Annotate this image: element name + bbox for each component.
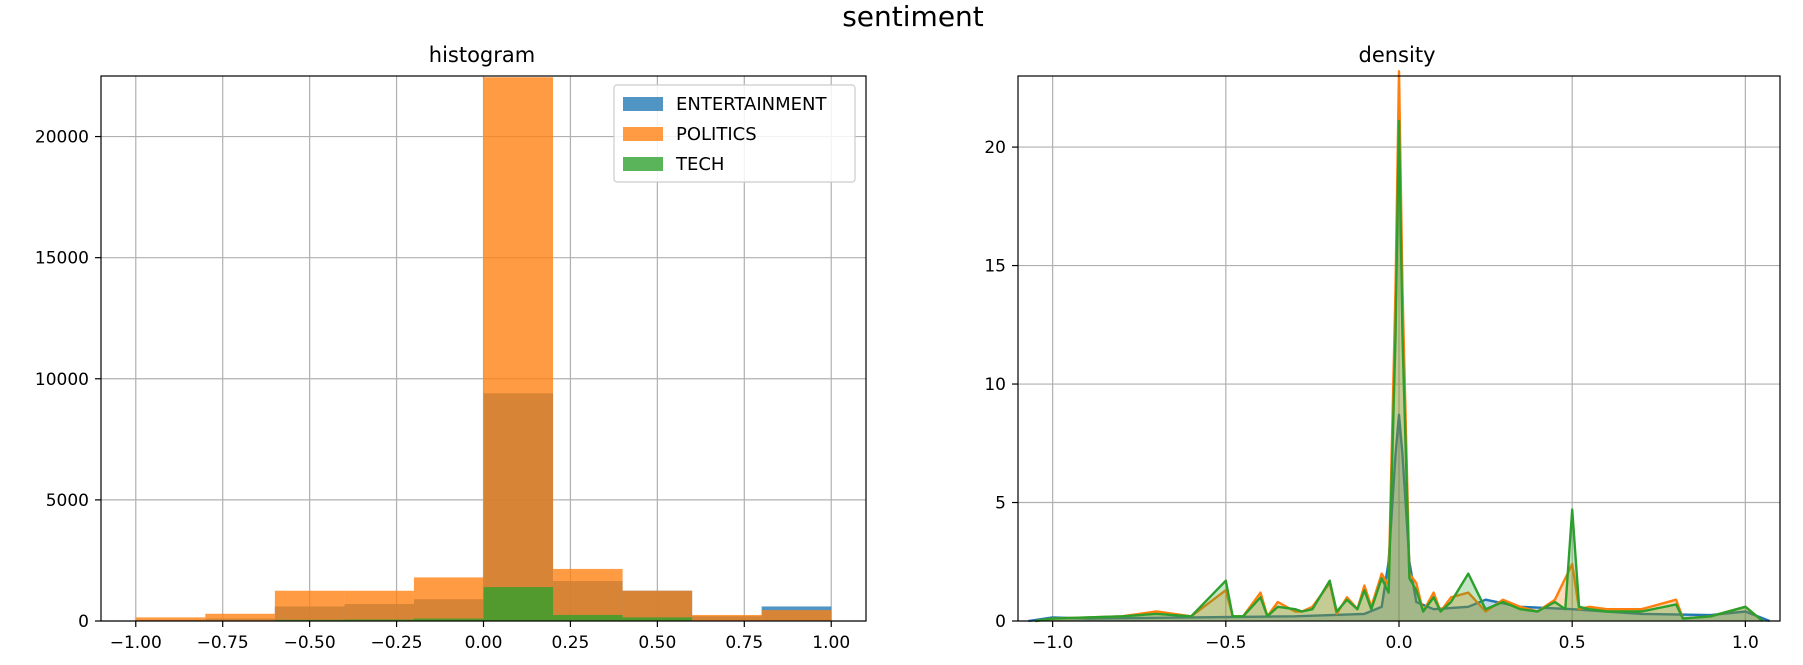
histogram-bar-tech <box>274 619 345 621</box>
histogram-y-tick-label: 15000 <box>35 249 89 269</box>
histogram-x-tick-label: −0.75 <box>197 633 249 653</box>
histogram-x-tick-label: 1.00 <box>812 633 850 653</box>
histogram-ticks: −1.00 −0.75 −0.50 −0.25 0.00 0.25 0.50 0.75 1.00… <box>35 128 850 653</box>
legend-box <box>613 84 856 183</box>
histogram-bars <box>135 77 832 621</box>
histogram-bar-politics <box>135 617 206 621</box>
histogram-bar-politics <box>622 590 693 621</box>
histogram-bar-tech <box>413 618 484 621</box>
legend-label-entertainment: ENTERTAINMENT <box>676 94 827 115</box>
density-ticks: −1.0 −0.5 0.0 0.5 1.0 0 5 10 15 20 <box>984 138 1759 653</box>
histogram-bar-politics <box>761 610 832 621</box>
legend-label-politics: POLITICS <box>676 124 757 145</box>
density-x-tick-label: 0.5 <box>1559 633 1586 653</box>
density-y-tick-label: 20 <box>984 138 1006 158</box>
legend-swatch-tech <box>623 157 663 171</box>
histogram-bar-politics <box>553 568 623 621</box>
density-y-tick-label: 15 <box>984 257 1006 277</box>
histogram-x-tick-label: 0.00 <box>465 633 503 653</box>
histogram-x-tick-label: 0.75 <box>725 633 763 653</box>
histogram-legend: ENTERTAINMENT POLITICS TECH <box>613 84 856 183</box>
histogram-bar-tech <box>483 587 554 621</box>
density-x-tick-label: 0.0 <box>1385 633 1412 653</box>
histogram-x-tick-label: 0.25 <box>552 633 590 653</box>
histogram-title: histogram <box>429 43 535 67</box>
density-y-tick-label: 10 <box>984 375 1006 395</box>
density-panel: density −1.0 −0.5 0.0 0.5 1.0 0 5 10 15 20 <box>984 43 1781 653</box>
density-x-tick-label: 1.0 <box>1732 633 1759 653</box>
legend-swatch-politics <box>623 127 663 141</box>
density-x-tick-label: −1.0 <box>1032 633 1073 653</box>
histogram-panel: histogram −1.00 −0.75 −0.50 −0.25 0.00 0.25 0.… <box>35 43 867 653</box>
density-x-tick-label: −0.5 <box>1205 633 1246 653</box>
histogram-bar-politics <box>413 577 484 621</box>
histogram-bar-politics <box>344 590 414 621</box>
histogram-bar-politics <box>274 590 345 621</box>
legend-swatch-entertainment <box>623 97 663 111</box>
histogram-y-tick-label: 5000 <box>46 491 89 511</box>
figure-suptitle: sentiment <box>842 0 984 33</box>
histogram-x-tick-label: −0.50 <box>284 633 336 653</box>
histogram-bar-politics <box>205 613 275 621</box>
legend-label-tech: TECH <box>675 154 724 175</box>
histogram-y-tick-label: 20000 <box>35 128 89 148</box>
histogram-y-tick-label: 0 <box>78 612 89 632</box>
histogram-y-tick-label: 10000 <box>35 370 89 390</box>
density-y-tick-label: 5 <box>995 494 1006 514</box>
histogram-bar-politics <box>692 614 762 621</box>
histogram-bar-tech <box>553 614 623 621</box>
histogram-x-tick-label: 0.50 <box>638 633 676 653</box>
density-line-tech <box>1035 119 1764 623</box>
histogram-x-tick-label: −1.00 <box>110 633 162 653</box>
histogram-bar-politics <box>483 77 554 621</box>
density-title: density <box>1359 43 1436 67</box>
histogram-bar-tech <box>622 617 693 621</box>
density-area-entertainment <box>1028 414 1770 621</box>
histogram-bar-tech <box>344 619 414 621</box>
density-y-tick-label: 0 <box>995 612 1006 632</box>
density-area-politics <box>1035 71 1763 622</box>
density-curves <box>1028 70 1771 623</box>
density-area-tech <box>1035 121 1763 621</box>
histogram-x-tick-label: −0.25 <box>371 633 423 653</box>
